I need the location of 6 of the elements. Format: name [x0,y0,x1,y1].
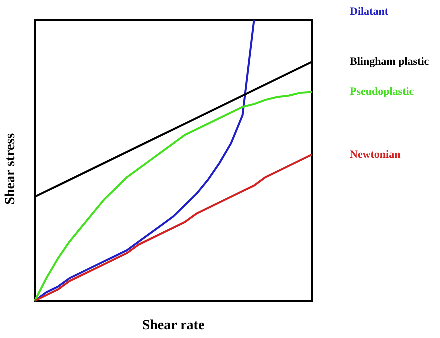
text: Pseudoplastic [350,86,414,98]
text: Blingham plastic [350,56,430,68]
x-axis-title: Shear rate [142,318,205,334]
text: Dilatant [350,6,389,18]
text: Newtonian [350,148,401,161]
y-axis-title: Shear stress [4,132,18,205]
